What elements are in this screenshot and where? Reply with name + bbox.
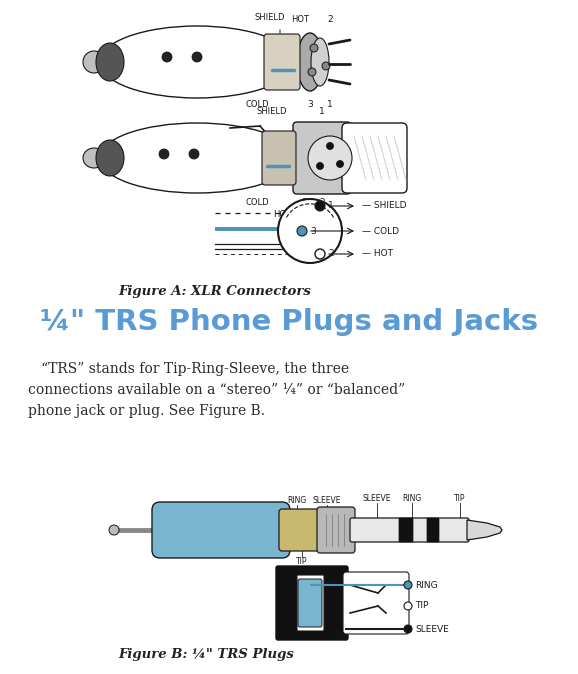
Text: 3: 3 <box>307 100 313 109</box>
Text: HOT: HOT <box>291 15 309 24</box>
FancyBboxPatch shape <box>152 502 290 558</box>
Circle shape <box>308 136 352 180</box>
Text: 3: 3 <box>310 226 316 235</box>
Text: Figure A: XLR Connectors: Figure A: XLR Connectors <box>118 285 311 298</box>
Circle shape <box>308 68 316 76</box>
Circle shape <box>404 625 412 633</box>
Ellipse shape <box>83 51 105 73</box>
Text: SHIELD: SHIELD <box>255 13 286 22</box>
FancyBboxPatch shape <box>427 518 439 542</box>
Ellipse shape <box>96 140 124 176</box>
Circle shape <box>189 149 199 159</box>
Circle shape <box>315 201 325 211</box>
Circle shape <box>336 160 343 168</box>
Text: RING: RING <box>402 494 421 503</box>
FancyBboxPatch shape <box>293 122 351 194</box>
Text: HOT: HOT <box>273 210 291 219</box>
Ellipse shape <box>99 26 295 98</box>
Text: RING: RING <box>415 580 438 590</box>
Text: 3: 3 <box>301 198 307 207</box>
Circle shape <box>317 162 324 169</box>
Ellipse shape <box>311 38 329 86</box>
FancyBboxPatch shape <box>276 566 348 640</box>
Circle shape <box>278 199 342 263</box>
FancyBboxPatch shape <box>343 572 409 634</box>
Text: TIP: TIP <box>415 601 428 611</box>
Text: phone jack or plug. See Figure B.: phone jack or plug. See Figure B. <box>28 404 265 418</box>
FancyBboxPatch shape <box>297 575 324 631</box>
Text: 2: 2 <box>328 249 334 259</box>
Ellipse shape <box>83 148 105 168</box>
Ellipse shape <box>96 43 124 81</box>
Polygon shape <box>467 520 502 540</box>
Text: 1: 1 <box>327 100 333 109</box>
Circle shape <box>109 525 119 535</box>
Circle shape <box>404 602 412 610</box>
Text: “TRS” stands for Tip-Ring-Sleeve, the three: “TRS” stands for Tip-Ring-Sleeve, the th… <box>28 362 349 376</box>
FancyBboxPatch shape <box>262 131 296 185</box>
Text: — HOT: — HOT <box>362 249 393 259</box>
Text: COLD: COLD <box>245 100 269 109</box>
Text: 2: 2 <box>327 15 333 24</box>
FancyBboxPatch shape <box>399 518 413 542</box>
Text: RING: RING <box>287 496 306 505</box>
FancyBboxPatch shape <box>298 579 322 627</box>
FancyBboxPatch shape <box>317 507 355 553</box>
Text: TIP: TIP <box>454 494 466 503</box>
Circle shape <box>315 249 325 259</box>
Text: TIP: TIP <box>297 557 307 566</box>
Circle shape <box>404 581 412 589</box>
Text: 1: 1 <box>328 202 334 210</box>
FancyBboxPatch shape <box>350 518 469 542</box>
Circle shape <box>322 62 330 70</box>
Text: ¼" TRS Phone Plugs and Jacks: ¼" TRS Phone Plugs and Jacks <box>40 308 538 336</box>
Text: SHIELD: SHIELD <box>257 107 287 116</box>
Text: connections available on a “stereo” ¼” or “balanced”: connections available on a “stereo” ¼” o… <box>28 383 405 397</box>
Circle shape <box>297 226 307 236</box>
Text: Figure B: ¼" TRS Plugs: Figure B: ¼" TRS Plugs <box>118 648 294 661</box>
Circle shape <box>327 142 334 150</box>
Text: SLEEVE: SLEEVE <box>415 625 449 634</box>
Circle shape <box>159 149 169 159</box>
Text: — SHIELD: — SHIELD <box>362 202 406 210</box>
Circle shape <box>310 44 318 52</box>
Ellipse shape <box>297 33 323 91</box>
Circle shape <box>162 52 172 62</box>
FancyBboxPatch shape <box>342 123 407 193</box>
Text: 1: 1 <box>319 107 325 116</box>
Text: 2: 2 <box>319 198 325 207</box>
Text: COLD: COLD <box>245 198 269 207</box>
Text: SLEEVE: SLEEVE <box>313 496 341 505</box>
FancyBboxPatch shape <box>279 509 323 551</box>
Text: — COLD: — COLD <box>362 226 399 235</box>
Text: SLEEVE: SLEEVE <box>363 494 391 503</box>
Ellipse shape <box>99 123 295 193</box>
Circle shape <box>192 52 202 62</box>
FancyBboxPatch shape <box>264 34 300 90</box>
